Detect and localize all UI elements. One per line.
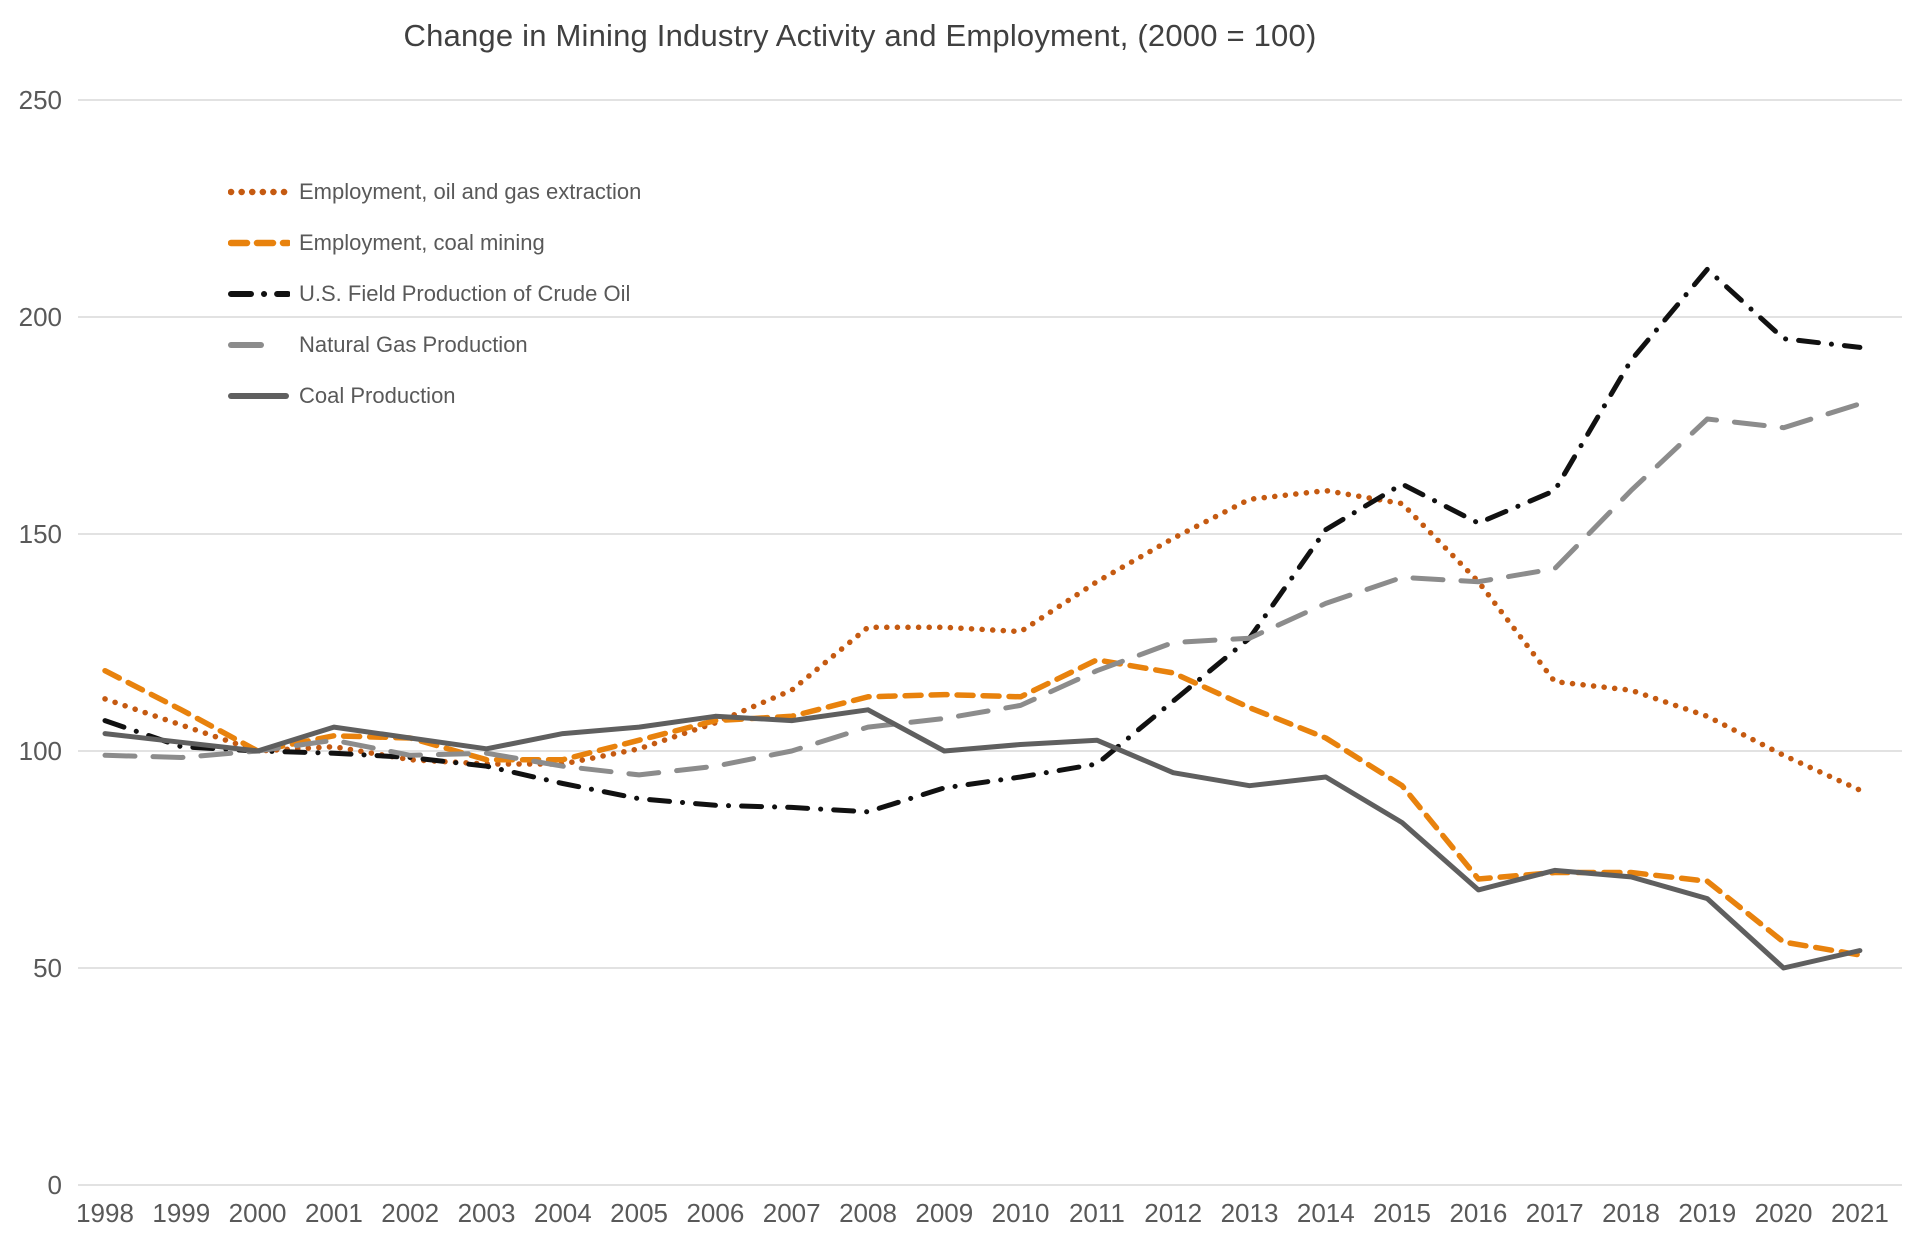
legend: Employment, oil and gas extraction Employ… <box>228 166 641 421</box>
x-axis-tick-label: 2020 <box>1755 1198 1813 1228</box>
x-axis-tick-label: 2013 <box>1221 1198 1279 1228</box>
series-line-natural-gas-production <box>102 401 1863 778</box>
x-axis-tick-label: 2009 <box>915 1198 973 1228</box>
legend-item-coal-production: Coal Production <box>228 370 641 421</box>
x-axis-tick-label: 2011 <box>1069 1198 1125 1228</box>
x-axis-tick-label: 2006 <box>686 1198 744 1228</box>
x-axis-tick-label: 2000 <box>229 1198 287 1228</box>
legend-label: Employment, coal mining <box>299 229 545 255</box>
series-line-u-s-field-production-of-crude-oil <box>102 266 1863 815</box>
y-axis-tick-label: 150 <box>19 519 62 549</box>
legend-label: Natural Gas Production <box>299 331 528 357</box>
y-axis-tick-label: 50 <box>33 953 62 983</box>
x-axis-tick-label: 2004 <box>534 1198 592 1228</box>
x-axis-tick-label: 2021 <box>1831 1198 1889 1228</box>
u-s-field-production-of-crude-oil-swatch-icon <box>228 290 290 297</box>
x-axis-tick-label: 2001 <box>305 1198 363 1228</box>
legend-item-employment-oil-and-gas-extraction: Employment, oil and gas extraction <box>228 166 641 217</box>
x-axis-tick-label: 1999 <box>152 1198 210 1228</box>
x-axis-tick-label: 2005 <box>610 1198 668 1228</box>
series-line-employment-oil-and-gas-extraction <box>102 487 1863 793</box>
x-axis-tick-label: 2012 <box>1144 1198 1202 1228</box>
chart-title: Change in Mining Industry Activity and E… <box>403 18 1317 53</box>
x-axis-tick-label: 2016 <box>1449 1198 1507 1228</box>
legend-label: Employment, oil and gas extraction <box>299 178 642 204</box>
series-line-coal-production <box>102 707 1863 971</box>
x-axis-tick-label: 2017 <box>1526 1198 1584 1228</box>
y-axis-tick-label: 250 <box>19 85 62 115</box>
x-axis-tick-label: 2010 <box>992 1198 1050 1228</box>
legend-label: U.S. Field Production of Crude Oil <box>299 280 631 306</box>
x-axis-tick-label: 2002 <box>381 1198 439 1228</box>
x-axis-tick-label: 2019 <box>1678 1198 1736 1228</box>
legend-item-natural-gas-production: Natural Gas Production <box>228 319 641 370</box>
x-axis-tick-label: 2003 <box>458 1198 516 1228</box>
y-axis-tick-label: 200 <box>19 302 62 332</box>
x-axis-tick-label: 2018 <box>1602 1198 1660 1228</box>
x-axis-tick-label: 2007 <box>763 1198 821 1228</box>
legend-item-employment-coal-mining: Employment, coal mining <box>228 217 641 268</box>
x-axis-tick-label: 2015 <box>1373 1198 1431 1228</box>
y-axis-tick-label: 100 <box>19 736 62 766</box>
coal-production-swatch-icon <box>228 392 289 399</box>
legend-item-u-s-field-production-of-crude-oil: U.S. Field Production of Crude Oil <box>228 268 641 319</box>
legend-label: Coal Production <box>299 382 456 408</box>
x-axis-tick-label: 2008 <box>839 1198 897 1228</box>
employment-oil-and-gas-extraction-swatch-icon <box>228 188 290 195</box>
y-axis-tick-label: 0 <box>48 1170 62 1200</box>
natural-gas-production-swatch-icon <box>228 341 275 348</box>
employment-coal-mining-swatch-icon <box>228 239 290 246</box>
series-line-employment-coal-mining <box>102 657 1863 958</box>
x-axis-tick-label: 2014 <box>1297 1198 1355 1228</box>
x-axis-tick-label: 1998 <box>76 1198 134 1228</box>
